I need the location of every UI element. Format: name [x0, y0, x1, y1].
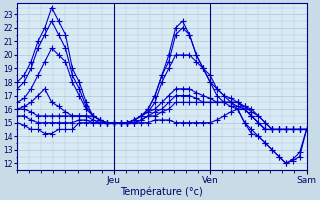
X-axis label: Température (°c): Température (°c) — [121, 186, 203, 197]
